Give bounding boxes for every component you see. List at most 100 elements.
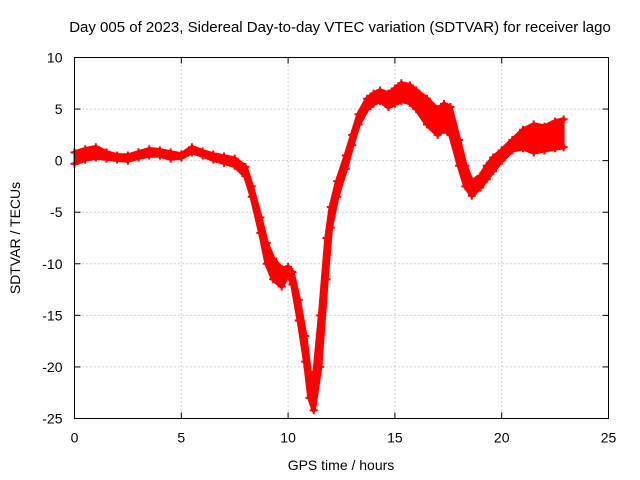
data-point-upper: [433, 105, 442, 114]
data-point-lower: [102, 154, 111, 163]
grid: [74, 57, 609, 419]
data-point-upper: [397, 79, 406, 88]
data-point-lower: [269, 275, 278, 284]
data-point-upper: [277, 264, 286, 273]
x-tick-label: 10: [280, 430, 296, 446]
data-point-lower: [446, 130, 455, 139]
data-point-lower: [333, 192, 342, 201]
y-tick-label: -25: [42, 411, 62, 427]
data-point-upper: [529, 120, 538, 129]
data-point-lower: [91, 153, 100, 162]
y-tick-label: 10: [47, 50, 63, 66]
data-point-lower: [482, 175, 491, 184]
data-point-lower: [309, 406, 318, 415]
y-tick-label: -15: [42, 307, 62, 323]
data-point-upper: [363, 94, 372, 103]
series: [70, 79, 568, 415]
x-tick-label: 0: [71, 430, 79, 446]
data-point-lower: [384, 103, 393, 112]
data-point-lower: [397, 96, 406, 105]
data-point-lower: [134, 153, 143, 162]
data-point-upper: [440, 99, 449, 108]
data-point-upper: [405, 81, 414, 90]
data-point-upper: [489, 153, 498, 162]
x-tick-label: 20: [494, 430, 510, 446]
y-tick-label: 5: [55, 101, 63, 117]
data-point-lower: [412, 105, 421, 114]
data-point-lower: [497, 156, 506, 165]
y-axis-label: SDTVAR / TECUs: [7, 182, 23, 294]
data-point-lower: [262, 259, 271, 268]
data-point-lower: [123, 156, 132, 165]
data-point-upper: [412, 86, 421, 95]
data-point-lower: [390, 99, 399, 108]
data-point-upper: [551, 117, 560, 126]
data-point-upper: [241, 162, 250, 171]
data-point-upper: [354, 110, 363, 119]
axis-ticks: 0 5 10 15 20 25 -25 -20 -15 -10 -5 0 5 10: [42, 50, 616, 446]
data-point-lower: [489, 166, 498, 175]
data-point-upper: [482, 161, 491, 170]
data-point-lower: [198, 151, 207, 160]
data-point-upper: [467, 177, 476, 186]
x-tick-label: 5: [177, 430, 185, 446]
data-point-upper: [375, 86, 384, 95]
x-tick-label: 25: [601, 430, 617, 446]
x-tick-label: 15: [387, 430, 403, 446]
data-point-upper: [446, 103, 455, 112]
data-point-lower: [369, 99, 378, 108]
data-point-lower: [519, 144, 528, 153]
data-point-upper: [269, 254, 278, 263]
data-point-lower: [113, 155, 122, 164]
data-point-lower: [288, 280, 297, 289]
chart-title: Day 005 of 2023, Sidereal Day-to-day VTE…: [69, 19, 611, 36]
data-point-upper: [422, 94, 431, 103]
data-point-lower: [81, 155, 90, 164]
data-point-lower: [177, 153, 186, 162]
data-point-lower: [166, 154, 175, 163]
data-point-upper: [390, 84, 399, 93]
data-point-upper: [559, 115, 568, 124]
y-tick-label: -10: [42, 256, 62, 272]
data-point-lower: [375, 96, 384, 105]
data-point-upper: [91, 143, 100, 152]
data-point-lower: [187, 148, 196, 157]
data-point-lower: [230, 161, 239, 170]
data-point-upper: [540, 122, 549, 131]
series-line-lower: [72, 98, 566, 413]
y-tick-label: 0: [55, 153, 63, 169]
x-axis-label: GPS time / hours: [288, 457, 395, 473]
data-point-lower: [551, 144, 560, 153]
data-point-lower: [348, 141, 357, 150]
data-point-lower: [422, 120, 431, 129]
data-point-lower: [322, 275, 331, 284]
data-point-lower: [559, 143, 568, 152]
y-tick-label: -20: [42, 359, 62, 375]
data-point-lower: [540, 146, 549, 155]
data-point-lower: [529, 148, 538, 157]
data-point-upper: [384, 89, 393, 98]
data-point-upper: [508, 136, 517, 145]
series-line-upper: [72, 81, 566, 385]
data-point-lower: [247, 192, 256, 201]
data-point-upper: [497, 146, 506, 155]
data-point-upper: [230, 154, 239, 163]
data-point-lower: [256, 228, 265, 237]
data-point-lower: [440, 125, 449, 134]
data-point-lower: [405, 98, 414, 107]
data-point-lower: [467, 191, 476, 200]
y-tick-label: -5: [50, 204, 63, 220]
data-point-lower: [145, 151, 154, 160]
data-point-upper: [476, 172, 485, 181]
data-point-lower: [433, 130, 442, 139]
data-point-lower: [354, 120, 363, 129]
data-point-lower: [363, 105, 372, 114]
data-point-upper: [284, 262, 293, 271]
data-point-lower: [476, 183, 485, 192]
data-point-lower: [326, 223, 335, 232]
data-point-lower: [241, 172, 250, 181]
data-point-lower: [209, 155, 218, 164]
data-point-lower: [305, 393, 314, 402]
data-point-lower: [454, 161, 463, 170]
